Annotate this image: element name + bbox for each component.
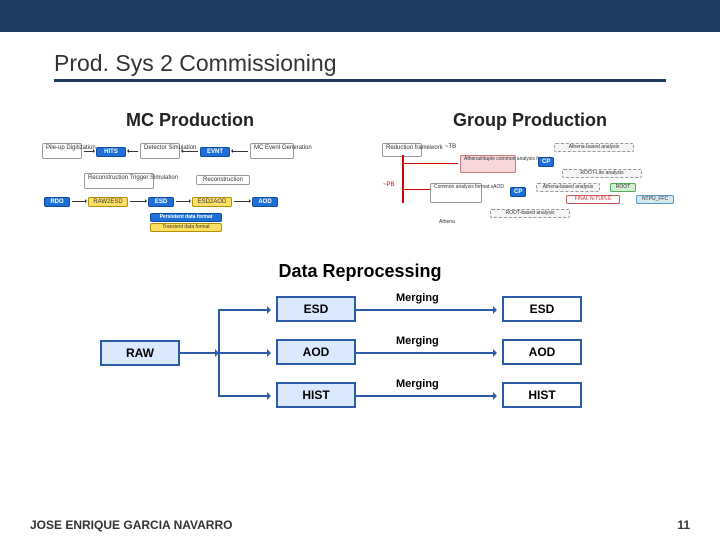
gp-tb: ~TB [442,143,459,151]
row0-label: Merging [396,292,439,304]
row2-left: HIST [276,382,356,408]
title-underline [54,79,666,82]
mc-detector: Detector Simulation [140,143,180,159]
mc-esd: ESD [148,197,174,207]
gp-ntpu: NTPU_FFC [636,195,674,204]
mc-arrow [128,151,138,152]
row1-hline-a [218,352,270,354]
mc-recon: Reconstruction Trigger Simulation [84,173,154,189]
footer: JOSE ENRIQUE GARCIA NAVARRO 11 [30,518,690,532]
gp-root-based: ROOT-based analysis [490,209,570,218]
reproc-flow: RAW ESD Merging ESD AOD Merging AOD HIST… [100,296,620,416]
group-diagram: Reduction framework ~TB Athena-based ana… [380,141,680,231]
row2-right: HIST [502,382,582,408]
row0-right: ESD [502,296,582,322]
footer-author: JOSE ENRIQUE GARCIA NAVARRO [30,518,232,532]
mc-arrow [130,201,146,202]
group-heading: Group Production [360,110,700,131]
row0-hline-b [356,309,496,311]
mc-arrow [84,151,94,152]
page-title: Prod. Sys 2 Commissioning [54,50,666,77]
gp-red-hline [402,189,430,190]
mc-esd2aod: ESD2AOD [192,197,232,207]
row2-hline-a [218,395,270,397]
mc-arrow [72,201,86,202]
mc-legend-transient: Transient data format [150,223,222,232]
mc-arrow [234,201,250,202]
gp-athena-based: Athena-based analysis [536,183,600,192]
top-bar [0,0,720,32]
mc-aod: AOD [252,197,278,207]
mc-diagram: Pile-up Digitization Detector Simulation… [40,141,340,231]
mc-production-col: MC Production Pile-up Digitization Detec… [20,110,360,231]
title-block: Prod. Sys 2 Commissioning [0,32,720,86]
mc-raw2esd: RAW2ESD [88,197,128,207]
gp-final: FINAL N-TUPLE [566,195,620,204]
mc-legend-persistent: Persistent data format [150,213,222,222]
gp-red-hline [402,163,458,164]
raw-out-line [180,352,218,354]
gp-common-analysis: Common analysis format xAOD [430,183,482,203]
mc-arrow [176,201,190,202]
gp-cp2: CP [510,187,526,197]
top-diagrams-row: MC Production Pile-up Digitization Detec… [0,110,720,231]
row2-hline-b [356,395,496,397]
gp-athena-analysis: Athena-based analysis [554,143,634,152]
gp-rootlite: ROOT-Lite analysis [562,169,642,178]
footer-page: 11 [677,518,690,532]
row2-label: Merging [396,378,439,390]
row1-right: AOD [502,339,582,365]
group-production-col: Group Production Reduction framework ~TB… [360,110,700,231]
row1-label: Merging [396,335,439,347]
mc-pileup: Pile-up Digitization [42,143,82,159]
mc-recon-lbl: Reconstruction [196,175,250,185]
gp-root: ROOT [610,183,636,192]
mc-rdo: RDO [44,197,70,207]
mc-arrow [232,151,248,152]
mc-mcgen: MC Event Generation [250,143,294,159]
row1-left: AOD [276,339,356,365]
gp-pb: ~PB [380,181,398,189]
mc-hits: HITS [96,147,126,157]
data-reprocessing: Data Reprocessing RAW ESD Merging ESD AO… [0,261,720,416]
reproc-heading: Data Reprocessing [0,261,720,282]
gp-athena: Athena [436,219,458,226]
mc-evnt: EVNT [200,147,230,157]
mc-heading: MC Production [20,110,360,131]
mc-arrow [182,151,198,152]
row0-left: ESD [276,296,356,322]
gp-common-fmt: Athena/ntuple common analysis format [460,155,516,173]
raw-box: RAW [100,340,180,366]
row1-hline-b [356,352,496,354]
gp-cp1: CP [538,157,554,167]
row0-hline-a [218,309,270,311]
